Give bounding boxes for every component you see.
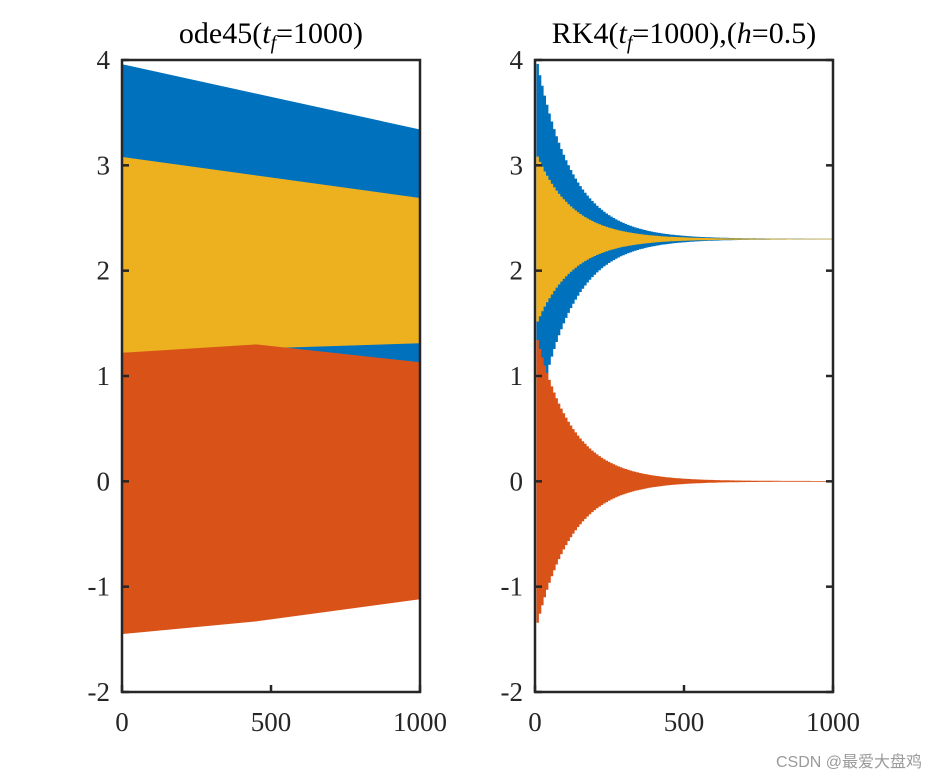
- right-axes-box: [533, 58, 835, 694]
- left-ytick-label: 4: [97, 45, 111, 75]
- left-xtick-label: 0: [115, 707, 129, 737]
- right-xtick-label: 500: [664, 707, 705, 737]
- left-title-t: t: [262, 17, 271, 50]
- right-ytick-label: 0: [510, 466, 524, 496]
- left-ytick-label: 0: [97, 466, 111, 496]
- watermark: CSDN @最爱大盘鸡: [775, 754, 922, 771]
- left-title-prefix: ode45(: [179, 17, 262, 50]
- left-series-red: [122, 344, 420, 635]
- left-title: ode45(tf=1000): [179, 17, 363, 54]
- right-ytick-label: -2: [501, 677, 524, 707]
- right-ytick-label: 4: [510, 45, 524, 75]
- right-ytick-label: 2: [510, 256, 524, 286]
- left-ytick-label: 1: [97, 361, 111, 391]
- left-ticks-group: -2 -1 0 1 2 3 4 0 500 1000: [88, 45, 448, 737]
- right-xtick-label: 0: [528, 707, 542, 737]
- right-ytick-label: 1: [510, 361, 524, 391]
- right-series-group: [536, 63, 833, 623]
- right-xtick-label: 1000: [806, 707, 860, 737]
- right-series-red: [536, 339, 833, 623]
- right-title: RK4(tf=1000),(h=0.5): [552, 17, 816, 54]
- right-series-yellow: [536, 156, 833, 322]
- right-panel: -2 -1 0 1 2 3 4 0 500 1000 RK4(tf=1000),(h=0.5): [501, 17, 861, 737]
- left-xtick-label: 500: [251, 707, 292, 737]
- right-ticks-group: -2 -1 0 1 2 3 4 0 500 1000: [501, 45, 861, 737]
- left-title-sub: f: [271, 32, 279, 54]
- left-series-group: [122, 64, 420, 635]
- right-title-tail: =0.5): [752, 17, 816, 50]
- right-title-eq: =1000),(: [632, 17, 736, 50]
- left-series-yellow: [122, 156, 420, 353]
- left-ytick-label: -2: [88, 677, 111, 707]
- right-title-prefix: RK4(: [552, 17, 619, 50]
- right-ytick-label: 3: [510, 150, 524, 180]
- left-ytick-label: 2: [97, 256, 111, 286]
- left-ytick-label: 3: [97, 150, 111, 180]
- left-title-eq: =1000): [276, 17, 363, 50]
- right-ytick-label: -1: [501, 572, 524, 602]
- right-title-sub: f: [627, 32, 635, 54]
- right-title-h: h: [737, 17, 752, 50]
- left-xtick-label: 1000: [393, 707, 447, 737]
- right-title-t: t: [618, 17, 627, 50]
- left-ytick-label: -1: [88, 572, 111, 602]
- left-panel: -2 -1 0 1 2 3 4 0 500 1000 ode45(tf=1000): [88, 17, 448, 737]
